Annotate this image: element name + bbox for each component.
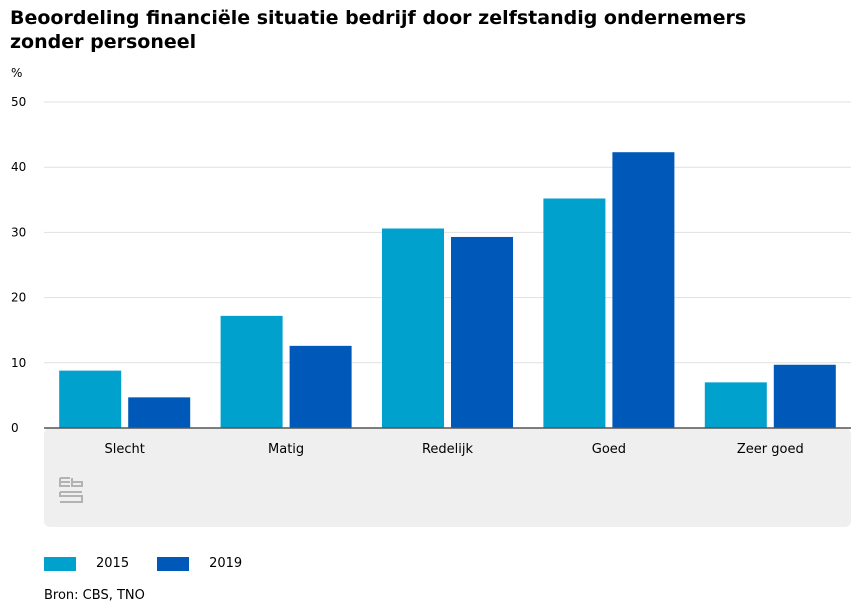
bar-2015-goed xyxy=(543,198,606,428)
y-tick-label: 10 xyxy=(11,356,26,370)
legend: 2015 2019 xyxy=(44,556,270,571)
y-tick-label: 40 xyxy=(11,160,26,174)
cbs-logo-icon xyxy=(59,477,83,503)
category-label: Matig xyxy=(268,442,304,457)
y-tick-label: 50 xyxy=(11,95,26,109)
legend-item-2019: 2019 xyxy=(157,556,242,571)
y-tick-label: 20 xyxy=(11,291,26,305)
y-axis-unit: % xyxy=(11,66,23,80)
legend-swatch-2019 xyxy=(157,556,190,571)
bar-2019-zeer-goed xyxy=(773,364,836,428)
y-axis-ticks: 0 10 20 30 40 50 xyxy=(11,95,26,435)
category-panel xyxy=(44,428,851,527)
source-note: Bron: CBS, TNO xyxy=(44,588,145,603)
bar-2015-zeer-goed xyxy=(704,382,767,428)
grid-lines xyxy=(44,101,851,364)
bar-2015-matig xyxy=(220,315,283,428)
bar-2015-slecht xyxy=(59,370,122,428)
legend-label-2019: 2019 xyxy=(209,556,243,571)
legend-label-2015: 2015 xyxy=(96,556,130,571)
category-labels: Slecht Matig Redelijk Goed Zeer goed xyxy=(105,442,804,457)
bars xyxy=(59,152,836,429)
bar-2015-redelijk xyxy=(382,228,444,428)
chart-title: Beoordeling financiële situatie bedrijf … xyxy=(10,7,747,53)
y-tick-label: 30 xyxy=(11,225,26,239)
category-label: Zeer goed xyxy=(737,442,804,457)
legend-swatch-2015 xyxy=(44,556,76,571)
legend-item-2015: 2015 xyxy=(44,556,129,571)
category-label: Slecht xyxy=(105,442,145,457)
bar-2019-goed xyxy=(612,152,675,429)
bar-2019-redelijk xyxy=(451,236,513,428)
category-label: Goed xyxy=(592,442,626,457)
y-tick-label: 0 xyxy=(11,421,19,435)
category-label: Redelijk xyxy=(422,442,474,457)
bar-2019-slecht xyxy=(128,397,191,428)
bar-2019-matig xyxy=(289,345,352,428)
